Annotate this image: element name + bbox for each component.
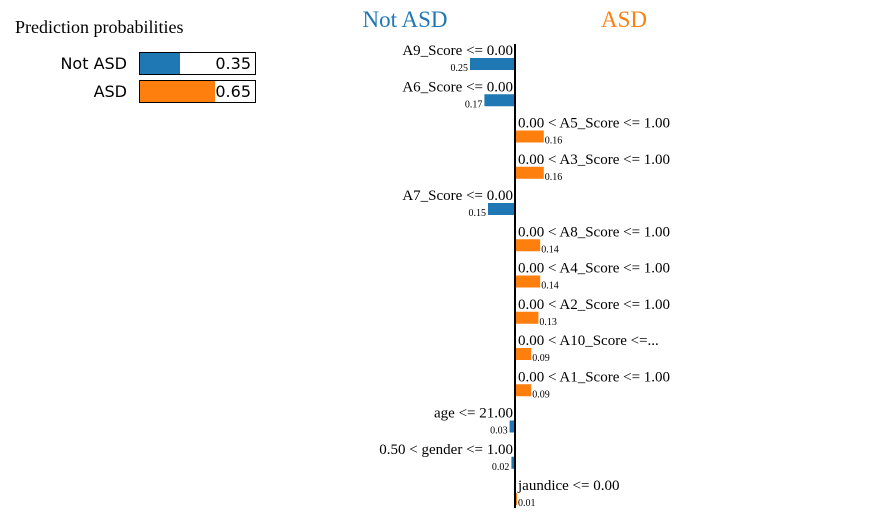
feature-value-jaundice-0-00: 0.01 (518, 498, 536, 509)
feature-bar-a7-score-0-00 (488, 203, 515, 215)
feature-bar-0-00-a10-score (515, 348, 532, 360)
feature-value-age-21-00: 0.03 (490, 426, 508, 437)
probability-label-asd: ASD (93, 82, 127, 101)
probability-value-not-asd: 0.35 (215, 54, 251, 73)
feature-value-a6-score-0-00: 0.17 (465, 99, 483, 110)
feature-value-a7-score-0-00: 0.15 (469, 208, 487, 219)
feature-value-0-00-a10-score: 0.09 (532, 353, 550, 364)
class-header-asd: ASD (601, 7, 647, 32)
feature-bar-0-00-a4-score-1-00 (515, 275, 541, 288)
feature-value-0-00-a8-score-1-00: 0.14 (541, 244, 559, 255)
feature-bar-0-00-a8-score-1-00 (515, 239, 541, 252)
feature-label-a6-score-0-00: A6_Score <= 0.00 (402, 79, 513, 95)
feature-value-0-50-gender-1-00: 0.02 (492, 462, 510, 473)
probability-fill-not-asd (140, 53, 180, 74)
feature-label-0-00-a4-score-1-00: 0.00 < A4_Score <= 1.00 (518, 261, 670, 277)
feature-value-0-00-a3-score-1-00: 0.16 (545, 172, 563, 183)
feature-label-a7-score-0-00: A7_Score <= 0.00 (402, 188, 513, 204)
feature-label-0-00-a2-score-1-00: 0.00 < A2_Score <= 1.00 (518, 297, 670, 313)
feature-value-0-00-a2-score-1-00: 0.13 (539, 317, 557, 328)
feature-bar-0-50-gender-1-00 (511, 456, 515, 469)
feature-bar-0-00-a5-score-1-00 (515, 130, 544, 143)
probability-fill-asd (140, 81, 215, 102)
feature-label-0-00-a5-score-1-00: 0.00 < A5_Score <= 1.00 (518, 116, 670, 132)
class-header-not-asd: Not ASD (363, 7, 448, 32)
probability-row-asd: ASD 0.65 (0, 80, 300, 103)
feature-label-jaundice-0-00: jaundice <= 0.00 (517, 478, 619, 494)
probability-row-not-asd: Not ASD 0.35 (0, 52, 300, 75)
probability-label-not-asd: Not ASD (60, 54, 127, 73)
feature-bar-age-21-00 (509, 420, 515, 433)
prediction-probabilities-panel: Prediction probabilities Not ASD 0.35 AS… (0, 0, 300, 120)
probability-box-not-asd: 0.35 (139, 52, 256, 75)
probability-box-asd: 0.65 (139, 80, 256, 103)
feature-bar-0-00-a2-score-1-00 (515, 311, 539, 324)
feature-label-0-00-a3-score-1-00: 0.00 < A3_Score <= 1.00 (518, 152, 670, 168)
feature-bar-0-00-a3-score-1-00 (515, 166, 544, 179)
feature-value-0-00-a4-score-1-00: 0.14 (541, 281, 559, 292)
feature-label-0-50-gender-1-00: 0.50 < gender <= 1.00 (379, 442, 513, 458)
feature-label-age-21-00: age <= 21.00 (434, 406, 513, 422)
feature-label-a9-score-0-00: A9_Score <= 0.00 (402, 43, 513, 59)
feature-bar-a9-score-0-00 (470, 58, 515, 70)
feature-bar-0-00-a1-score-1-00 (515, 384, 532, 397)
feature-value-a9-score-0-00: 0.25 (451, 63, 469, 74)
probability-value-asd: 0.65 (215, 82, 251, 101)
feature-value-0-00-a5-score-1-00: 0.16 (545, 136, 563, 147)
prediction-probabilities-title: Prediction probabilities (15, 17, 184, 37)
feature-label-0-00-a8-score-1-00: 0.00 < A8_Score <= 1.00 (518, 224, 670, 240)
feature-value-0-00-a1-score-1-00: 0.09 (532, 389, 550, 400)
feature-bars: A9_Score <= 0.00 0.25 A6_Score <= 0.00 0.17… (379, 43, 670, 509)
feature-label-0-00-a1-score-1-00: 0.00 < A1_Score <= 1.00 (518, 369, 670, 385)
feature-label-0-00-a10-score: 0.00 < A10_Score <=... (518, 333, 659, 349)
feature-bar-a6-score-0-00 (484, 94, 515, 107)
